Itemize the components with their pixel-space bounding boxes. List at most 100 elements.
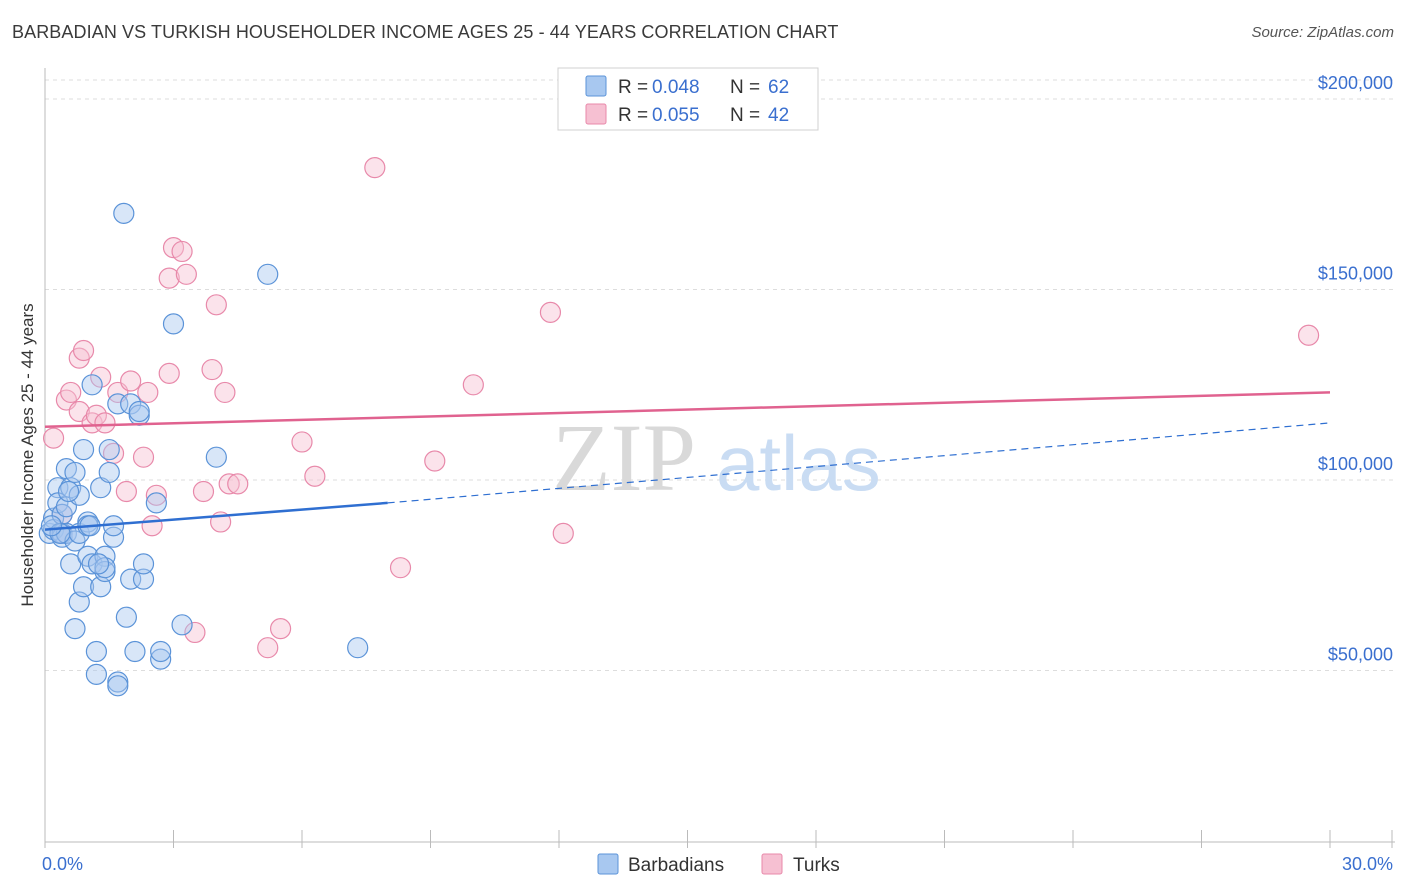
legend-n-value-turks: 42: [768, 105, 789, 126]
barbadian-point-48: [145, 492, 167, 514]
barbadian-point-55: [347, 637, 369, 659]
legend-swatch-turks: [585, 103, 607, 125]
chart-title: BARBADIAN VS TURKISH HOUSEHOLDER INCOME …: [12, 22, 839, 42]
legend: R = 0.048 N = 62 R = 0.055 N = 42: [557, 67, 819, 131]
trend-lines: [44, 391, 1331, 531]
turk-point-21: [158, 362, 180, 384]
barbadian-point-51: [162, 313, 185, 335]
barbadian-point-38: [107, 675, 129, 697]
turk-point-30: [214, 381, 236, 404]
turk-point-10: [90, 366, 112, 388]
turk-point-4: [60, 381, 82, 404]
turk-point-36: [304, 465, 326, 487]
axes: [44, 68, 1395, 848]
barbadians-points: [38, 202, 369, 697]
turk-point-38: [389, 557, 412, 579]
bottom-legend-swatch-barbadians: [597, 853, 619, 875]
turk-point-37: [364, 157, 386, 179]
barbadian-point-43: [124, 640, 146, 663]
turk-point-27: [201, 358, 223, 381]
barbadians-trend-solid: [44, 501, 388, 531]
turk-point-28: [205, 294, 227, 316]
turk-point-39: [424, 450, 446, 472]
bottom-legend-label-barbadians: Barbadians: [628, 855, 724, 876]
turk-point-16: [132, 446, 155, 468]
turk-point-0: [42, 427, 65, 449]
barbadian-point-25: [81, 553, 103, 575]
turk-point-31: [218, 473, 240, 495]
barbadian-point-61: [40, 515, 63, 537]
bottom-legend-swatch-turks: [761, 853, 783, 875]
turk-point-35: [291, 431, 313, 453]
turk-point-43: [1297, 324, 1320, 346]
legend-n-label-barbadians: N =: [730, 77, 760, 98]
barbadian-point-45: [128, 400, 150, 423]
barbadian-point-15: [64, 618, 86, 640]
turk-point-17: [137, 381, 159, 404]
legend-n-value-barbadians: 62: [768, 77, 789, 98]
barbadian-point-49: [150, 648, 172, 670]
bottom-legend-label-turks: Turks: [793, 855, 840, 876]
turk-point-41: [539, 301, 562, 324]
gridlines: [45, 79, 1395, 672]
turk-point-20: [158, 267, 180, 289]
turks-trend-line: [44, 391, 1331, 428]
turk-point-34: [269, 618, 292, 640]
turk-point-42: [552, 522, 574, 544]
barbadian-point-56: [113, 202, 135, 224]
x-tick-label-1: 30.0%: [1342, 854, 1393, 874]
turk-point-26: [192, 480, 215, 503]
barbadian-point-53: [205, 446, 227, 468]
legend-r-label-barbadians: R =: [618, 77, 648, 98]
legend-swatch-barbadians: [585, 75, 607, 97]
x-tick-label-0: 0.0%: [42, 854, 83, 874]
barbadian-point-41: [120, 568, 142, 590]
barbadian-point-27: [85, 663, 108, 685]
barbadian-point-58: [87, 553, 110, 575]
legend-r-value-barbadians: 0.048: [652, 77, 700, 98]
turk-point-24: [175, 263, 197, 285]
barbadian-point-57: [57, 480, 80, 503]
turk-point-40: [462, 374, 484, 396]
barbadian-point-33: [98, 461, 120, 484]
barbadian-point-39: [107, 393, 129, 415]
barbadian-point-52: [171, 614, 193, 636]
barbadian-point-19: [72, 438, 95, 461]
barbadian-point-46: [132, 568, 155, 590]
turks-points: [42, 157, 1320, 659]
barbadian-point-50: [150, 640, 172, 663]
barbadian-point-32: [94, 557, 116, 579]
y-axis-label: Householder Income Ages 25 - 44 years: [18, 303, 37, 606]
turk-point-33: [257, 637, 279, 659]
barbadian-point-34: [98, 438, 120, 461]
turk-point-19: [145, 484, 167, 506]
legend-r-value-turks: 0.055: [652, 105, 700, 126]
turk-point-14: [115, 480, 137, 503]
y-tick-label-1: $100,000: [1318, 454, 1393, 474]
tick-labels: $50,000 $100,000 $150,000 $200,000 0.0% 30.0%: [42, 73, 1393, 874]
watermark: ZIP atlas: [552, 404, 881, 511]
y-tick-label-3: $200,000: [1318, 73, 1393, 93]
turk-point-18: [141, 515, 163, 537]
turk-point-15: [120, 370, 142, 392]
barbadian-point-47: [132, 553, 155, 575]
legend-r-label-turks: R =: [618, 105, 648, 126]
watermark-atlas: atlas: [716, 419, 881, 507]
barbadian-point-54: [257, 263, 279, 285]
y-tick-label-2: $150,000: [1318, 264, 1393, 284]
barbadian-point-40: [115, 606, 137, 628]
chart-source: Source: ZipAtlas.com: [1251, 24, 1394, 41]
barbadian-point-24: [81, 374, 103, 396]
barbadian-point-35: [102, 526, 125, 548]
turk-point-7: [72, 339, 95, 362]
turk-point-23: [171, 240, 193, 263]
watermark-zip: ZIP: [552, 404, 696, 511]
turk-point-32: [227, 473, 249, 495]
turk-point-11: [94, 412, 116, 434]
barbadians-trend-dashed: [387, 422, 1331, 504]
barbadian-point-42: [120, 393, 142, 415]
legend-n-label-turks: N =: [730, 105, 760, 126]
bottom-legend: Barbadians Turks: [597, 853, 840, 876]
turk-point-25: [184, 621, 206, 644]
